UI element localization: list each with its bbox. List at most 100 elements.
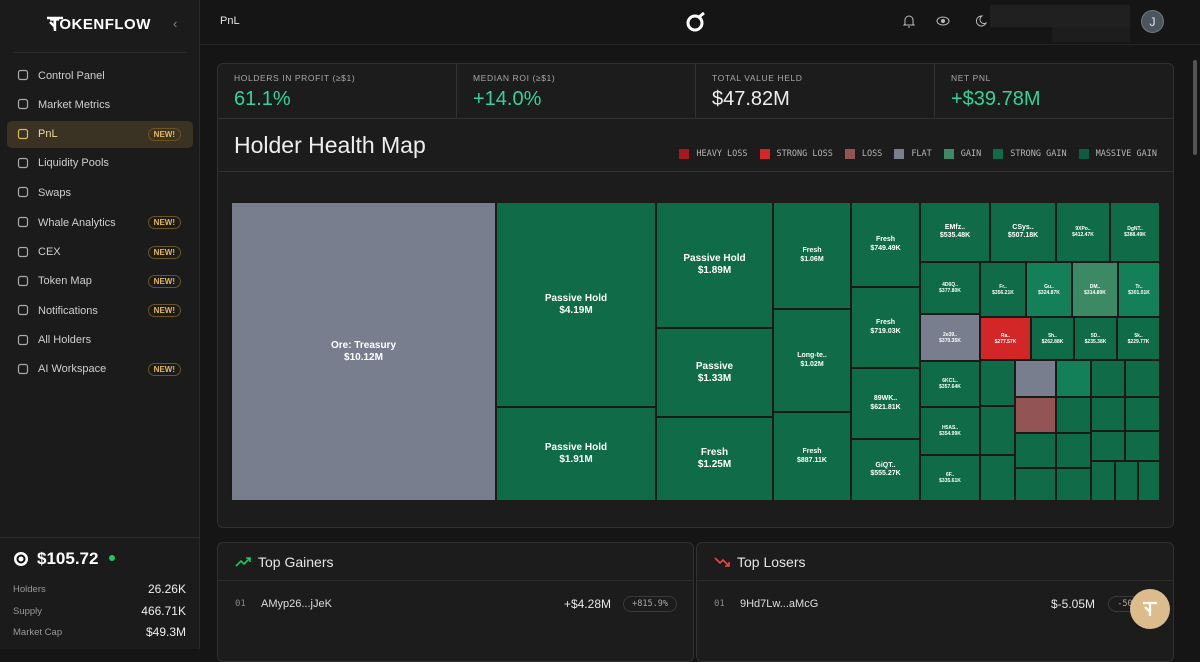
tile-value: $388.49K [1124,232,1146,238]
tile-value: $277.57K [994,338,1017,345]
tile-value: $1.89M [697,265,732,276]
legend-item: GAIN [943,149,981,159]
treemap-tile [1125,397,1160,431]
tile-value: $10.12M [344,351,383,363]
brand: TOKENFLOW [50,16,151,33]
kpi-value: 61.1% [234,88,291,110]
theme-button[interactable] [973,14,987,28]
tile-label: 89WK.. [873,395,898,403]
wallet: 9Hd7Lw...aMcG [740,597,819,610]
down-icon [714,557,730,567]
legend-swatch [679,149,690,159]
nav-label: Liquidity Pools [38,157,109,170]
treemap-tile: Ore: Treasury $10.12M [231,202,496,501]
tile-label: GiQT.. [875,461,896,469]
nav-item[interactable]: Control Panel [7,62,193,89]
tile-value: $335.61K [939,478,961,484]
tile-value: $354.99K [939,431,961,437]
divider [14,52,186,53]
treemap-tile: EMfz.. $535.48K [920,202,990,262]
treemap-tile: Fresh $887.11K [773,412,851,501]
collapse-button[interactable]: ‹ [173,16,178,31]
legend-item: LOSS [844,149,882,159]
tile-label: DgNT.. [1127,226,1143,232]
nav-item[interactable]: Swaps [7,179,193,206]
assistant-button[interactable] [1130,589,1170,629]
nav-badge: NEW! [147,216,181,230]
treemap-tile: Fr.. $356.21K [980,262,1026,317]
nav-item[interactable]: Notifications NEW! [7,297,193,324]
treemap: Ore: Treasury $10.12M Passive Hold $4.19M Pa… [231,202,1160,501]
treemap-tile: Passive Hold $1.91M [496,407,656,501]
tile-label: CSys.. [1012,223,1034,231]
legend-item: HEAVY LOSS [679,149,748,159]
treemap-tile: Passive $1.33M [656,328,773,417]
nav-item[interactable]: CEX NEW! [7,239,193,266]
treemap-tile [980,455,1015,501]
visibility-button[interactable] [936,14,950,28]
stat-label: Market Cap [13,627,63,638]
account-box [1052,27,1130,42]
nav-icon [17,217,29,228]
treemap-tile [1091,360,1125,397]
nav-badge: NEW! [147,245,181,259]
tile-value: $555.27K [870,470,901,477]
scrollbar [1193,60,1197,155]
tile-label: 2e39.. [943,331,957,338]
tile-label: Fresh [875,236,896,244]
kpi: HOLDERS IN PROFIT (≥$1) 61.1% [218,64,457,118]
treemap-tile [1115,461,1138,501]
tile-label: 6F.. [945,472,955,478]
tile-label: 5h.. [1048,332,1057,339]
nav-item[interactable]: Liquidity Pools [7,150,193,177]
tile-label: Tr.. [1135,283,1143,290]
nav-icon [17,69,29,81]
legend: HEAVY LOSS STRONG LOSS LOSS FLAT GAIN STRONG … [667,146,1157,164]
stat-value: $49.3M [145,625,186,639]
panel-title: Top Losers [737,554,806,570]
table-row[interactable]: 01 AMyp26...jJeK +$4.28M +815.9% [218,580,693,626]
account-box [990,5,1130,27]
legend-swatch [844,149,855,159]
tile-label: Ra.. [1000,332,1011,339]
kpi-value: $47.82M [712,88,790,110]
nav-item[interactable]: All Holders [7,327,193,354]
treemap-tile: DgNT.. $388.49K [1110,202,1160,262]
kpi: NET PNL +$39.78M [935,64,1174,118]
treemap-tile: 5h.. $262.88K [1031,317,1074,360]
tile-value: $1.91M [559,454,593,465]
rank: 01 [714,598,725,609]
nav-item[interactable]: AI Workspace NEW! [7,356,193,383]
top-bar: PnL J [200,0,1200,45]
tile-value: $301.01K [1128,289,1150,296]
treemap-tile [1056,468,1091,501]
tile-value: $314.80K [1084,289,1106,296]
tile-value: $235.38K [1084,338,1107,345]
tile-label: 5D.. [1090,332,1101,339]
avatar[interactable]: J [1141,10,1164,33]
nav-item[interactable]: Token Map NEW! [7,268,193,295]
notifications-button[interactable] [902,14,916,28]
nav-badge: NEW! [147,274,181,288]
treemap-tile [980,360,1015,406]
legend-swatch [993,149,1004,159]
treemap-tile [1091,397,1125,431]
tile-value: $324.87K [1038,289,1060,296]
tile-label: Passive Hold [544,442,608,453]
pnl: $-5.05M [1050,596,1095,611]
kpi-value: +14.0% [473,88,542,110]
treemap-tile [1091,461,1115,501]
tile-value: $1.25M [697,459,732,470]
nav-item[interactable]: Whale Analytics NEW! [7,209,193,236]
tile-value: $1.33M [697,372,732,384]
treemap-tile [980,406,1015,455]
nav-item[interactable]: PnL NEW! [7,120,193,148]
heatmap-title: Holder Health Map [234,132,426,158]
top-gainers-panel: Top Gainers 01 AMyp26...jJeK +$4.28M +815.9… [217,542,694,662]
treemap-tile: Passive Hold $4.19M [496,202,656,407]
nav-label: Control Panel [38,69,105,82]
treemap-tile [1125,360,1160,397]
nav-item[interactable]: Market Metrics [7,91,193,118]
